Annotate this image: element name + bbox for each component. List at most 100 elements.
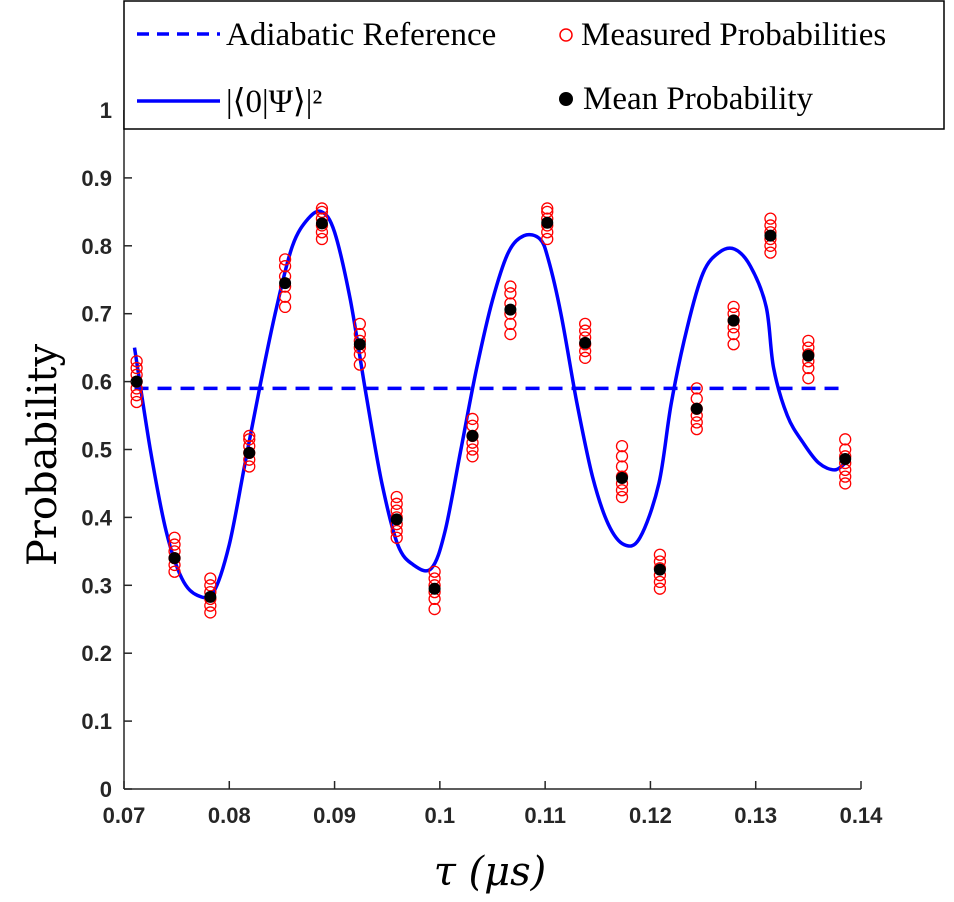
measured-probability-point bbox=[243, 429, 256, 443]
measured-probability-point bbox=[504, 317, 517, 331]
mean-probability-point bbox=[764, 229, 777, 242]
mean-probability-point bbox=[428, 582, 441, 595]
measured-probability-point bbox=[390, 531, 403, 544]
x-tick-label: 0.08 bbox=[208, 803, 251, 828]
x-tick-label: 0.1 bbox=[425, 803, 456, 828]
y-tick-label: 0.7 bbox=[81, 302, 112, 327]
measured-probability-point bbox=[130, 389, 143, 402]
y-tick-label: 0.8 bbox=[81, 234, 112, 259]
measured-probability-point bbox=[278, 260, 292, 273]
measured-probability-point bbox=[653, 548, 667, 561]
measured-probability-point bbox=[615, 439, 629, 453]
y-axis-label: Probability bbox=[20, 343, 66, 566]
measured-probability-point bbox=[504, 280, 517, 293]
y-tick-label: 0.4 bbox=[81, 505, 112, 530]
y-tick-label: 0 bbox=[100, 777, 112, 802]
x-tick-label: 0.12 bbox=[629, 803, 672, 828]
measured-probability-point bbox=[130, 361, 143, 375]
measured-probability-point bbox=[168, 538, 181, 551]
measured-probability-point bbox=[315, 232, 329, 246]
measured-probability-point bbox=[839, 470, 852, 483]
x-tick-label: 0.13 bbox=[734, 803, 777, 828]
measured-probability-point bbox=[615, 460, 629, 473]
legend-box bbox=[123, 0, 945, 130]
measured-probability-point bbox=[204, 606, 217, 619]
measured-probability-point bbox=[690, 382, 703, 395]
mean-probability-point bbox=[802, 349, 815, 362]
legend-swatch-mean-probability bbox=[559, 92, 573, 106]
measured-probability-point bbox=[579, 324, 592, 337]
theory-curve-series bbox=[132, 209, 847, 600]
x-tick-label: 0.07 bbox=[103, 803, 146, 828]
measured-probability-point bbox=[278, 290, 292, 303]
measured-probability-point bbox=[130, 355, 143, 368]
measured-probability-point bbox=[315, 205, 329, 219]
measured-probability-point bbox=[541, 232, 554, 246]
measured-probability-point bbox=[504, 327, 517, 341]
y-tick-label: 0.6 bbox=[81, 370, 112, 395]
legend-label-theory-curve: |⟨0|Ψ⟩|² bbox=[226, 84, 322, 120]
x-tick-label: 0.09 bbox=[313, 803, 356, 828]
measured-probability-point bbox=[727, 300, 740, 314]
measured-probability-point bbox=[690, 392, 703, 405]
mean-probability-point bbox=[315, 217, 328, 230]
measured-probability-point bbox=[615, 450, 629, 463]
measured-probability-point bbox=[579, 317, 592, 331]
measured-probability-point bbox=[466, 450, 479, 463]
measured-probability-point bbox=[839, 477, 852, 490]
measured-probability-point bbox=[727, 327, 740, 341]
legend-swatch-measured-probabilities bbox=[559, 28, 573, 42]
measured-probability-point bbox=[428, 592, 441, 606]
measured-probability-point bbox=[802, 334, 815, 348]
mean-probability-point bbox=[616, 472, 629, 485]
measured-probability-point bbox=[802, 361, 815, 375]
mean-probability-point bbox=[541, 216, 554, 229]
mean-probability-point bbox=[690, 402, 703, 415]
x-tick-label: 0.14 bbox=[840, 803, 884, 828]
measured-probability-point bbox=[353, 317, 366, 331]
measured-probability-point bbox=[615, 484, 629, 497]
mean-probability-point bbox=[579, 336, 592, 349]
measured-probability-point bbox=[764, 246, 777, 259]
measured-probability-point bbox=[802, 372, 815, 385]
measured-probability-point bbox=[390, 490, 403, 504]
measured-probability-point bbox=[764, 219, 777, 232]
measured-probability-point bbox=[579, 351, 592, 364]
y-tick-label: 0.2 bbox=[81, 641, 112, 666]
mean-probability-series bbox=[130, 216, 852, 603]
x-axis-ticks: 0.07 0.08 0.09 0.1 0.11 0.12 0.13 0.14 bbox=[103, 781, 884, 828]
measured-probability-point bbox=[428, 572, 441, 585]
measured-probability-point bbox=[204, 572, 217, 585]
mean-probability-point bbox=[727, 314, 740, 327]
measured-probability-point bbox=[243, 433, 256, 446]
y-axis-ticks: 0 0.1 0.2 0.3 0.4 0.5 0.6 0.7 0.8 0.9 1 bbox=[81, 98, 132, 802]
mean-probability-point bbox=[653, 563, 666, 576]
measured-probability-point bbox=[615, 490, 629, 504]
legend-label-mean-probability: Mean Probability bbox=[583, 81, 814, 117]
mean-probability-point bbox=[839, 453, 852, 466]
measured-probability-point bbox=[428, 565, 441, 578]
mean-probability-point bbox=[353, 338, 366, 351]
measured-probability-point bbox=[466, 419, 479, 432]
measured-probability-point bbox=[390, 524, 403, 538]
measured-probability-point bbox=[839, 463, 852, 477]
measured-probability-point bbox=[390, 497, 403, 510]
measured-probability-point bbox=[690, 416, 703, 429]
measured-probability-point bbox=[204, 579, 217, 592]
measured-probability-point bbox=[315, 202, 329, 215]
measured-probability-point bbox=[168, 565, 181, 578]
measured-probability-point bbox=[690, 422, 703, 436]
mean-probability-point bbox=[204, 590, 217, 603]
measured-probability-point bbox=[653, 582, 667, 595]
measured-probability-point bbox=[278, 300, 292, 314]
measured-probability-point bbox=[541, 202, 554, 215]
mean-probability-point bbox=[466, 429, 479, 442]
y-tick-label: 0.9 bbox=[81, 166, 112, 191]
measured-probability-point bbox=[353, 358, 366, 371]
axes-box bbox=[123, 110, 861, 790]
measured-probability-point bbox=[168, 531, 181, 544]
measured-probability-point bbox=[727, 338, 740, 351]
mean-probability-point bbox=[130, 375, 143, 388]
measured-probability-point bbox=[764, 239, 777, 252]
